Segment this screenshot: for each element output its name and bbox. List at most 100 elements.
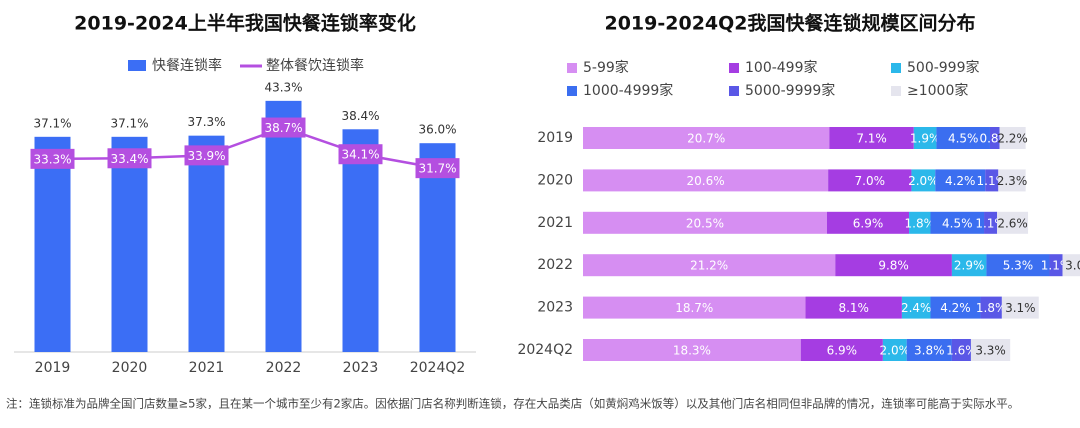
y-tick-label: 2021 <box>537 215 573 231</box>
legend-swatch <box>729 86 739 96</box>
value-label: 2.0% <box>880 344 911 358</box>
value-label: 2.6% <box>997 216 1028 230</box>
legend-swatch <box>128 60 146 71</box>
bar-segment <box>951 339 971 361</box>
bar-segment <box>901 296 931 319</box>
value-label: 33.3% <box>33 152 71 166</box>
value-label: 9.8% <box>878 259 909 273</box>
x-tick-label: 2024Q2 <box>410 360 466 376</box>
value-label: 2.2% <box>997 132 1028 146</box>
value-label: 21.2% <box>690 259 728 273</box>
bar-segment <box>583 339 801 361</box>
value-label: 4.2% <box>940 301 971 315</box>
legend-swatch <box>567 86 577 96</box>
bar-segment <box>980 296 1002 319</box>
bar-segment <box>835 254 952 277</box>
bar-segment <box>583 211 827 234</box>
value-label: 3.3% <box>975 344 1006 358</box>
bar <box>34 136 71 352</box>
legend-swatch <box>891 63 901 73</box>
value-label: 20.5% <box>686 216 724 230</box>
value-label: 4.5% <box>942 216 973 230</box>
legend-swatch <box>891 86 901 96</box>
value-label-box <box>30 148 75 169</box>
value-label: 18.3% <box>673 344 711 358</box>
bar-segment <box>930 211 985 234</box>
value-label: 31.7% <box>418 162 456 176</box>
bar-segment <box>970 339 1011 361</box>
value-label: 4.2% <box>945 174 976 188</box>
bar-segment <box>1049 254 1063 277</box>
value-label: 6.9% <box>827 344 858 358</box>
y-tick-label: 2019 <box>537 130 573 146</box>
bar-segment <box>829 127 914 149</box>
bar-segment <box>583 296 806 319</box>
value-label: 2.0% <box>908 174 939 188</box>
legend-label: 100-499家 <box>745 59 818 76</box>
value-label: 7.0% <box>855 174 886 188</box>
bar-segment <box>583 127 830 149</box>
legend-swatch <box>729 63 739 73</box>
value-label: 2.3% <box>997 174 1028 188</box>
value-label: 1.8% <box>976 301 1007 315</box>
value-label: 38.7% <box>264 121 302 135</box>
value-label: 37.1% <box>110 116 148 130</box>
x-tick-label: 2023 <box>343 360 379 376</box>
bar-segment <box>936 127 990 149</box>
chart-title: 2019-2024上半年我国快餐连锁率变化 <box>74 12 416 35</box>
y-tick-label: 2024Q2 <box>517 342 573 358</box>
y-tick-label: 2023 <box>537 300 573 316</box>
value-label-box <box>261 117 306 138</box>
bar-segment <box>930 296 981 319</box>
legend-label: 5000-9999家 <box>745 82 835 99</box>
value-label: 20.6% <box>687 174 725 188</box>
bar-segment <box>828 169 912 192</box>
value-label: 33.9% <box>187 149 225 163</box>
y-tick-label: 2022 <box>537 257 573 273</box>
bar-segment <box>583 254 836 277</box>
bar <box>265 100 302 352</box>
value-label: 1.8% <box>905 216 936 230</box>
bar <box>188 135 225 352</box>
bar <box>111 136 148 352</box>
legend-label: 1000-4999家 <box>583 82 673 99</box>
bar-segment <box>998 169 1026 192</box>
bar-segment <box>909 211 931 234</box>
y-tick-label: 2020 <box>537 172 573 188</box>
legend-label: 5-99家 <box>583 59 629 76</box>
legend-label: ≥1000家 <box>907 82 968 99</box>
value-label: 4.5% <box>948 132 979 146</box>
bar-segment <box>906 339 952 361</box>
value-label: 8.1% <box>838 301 869 315</box>
value-label: 33.4% <box>110 152 148 166</box>
x-tick-label: 2022 <box>266 360 302 376</box>
value-label: 6.9% <box>853 216 884 230</box>
bar-segment <box>583 169 829 192</box>
value-label: 34.1% <box>341 148 379 162</box>
value-label: 3.8% <box>914 344 945 358</box>
bar-segment <box>805 296 902 319</box>
x-tick-label: 2021 <box>189 360 225 376</box>
value-label: 3.1% <box>1005 301 1036 315</box>
x-tick-label: 2019 <box>35 360 71 376</box>
value-label: 2.9% <box>954 259 985 273</box>
value-label: 36.0% <box>418 123 456 137</box>
legend-label: 快餐连锁率 <box>152 57 222 74</box>
value-label: 7.1% <box>856 132 887 146</box>
bar-segment <box>997 211 1029 234</box>
legend-label: 整体餐饮连锁率 <box>266 57 364 74</box>
bar-segment <box>989 127 1000 149</box>
value-label: 5.3% <box>1003 259 1034 273</box>
bar-segment <box>935 169 986 192</box>
bar-segment <box>1062 254 1080 277</box>
bar-segment <box>882 339 907 361</box>
bar-segment <box>951 254 987 277</box>
bar-segment <box>999 127 1026 149</box>
value-label: 3.0% <box>1065 259 1080 273</box>
bar-segment <box>913 127 937 149</box>
bar-segment <box>986 254 1050 277</box>
value-label: 1.9% <box>910 132 941 146</box>
bar <box>342 129 379 352</box>
value-label-box <box>415 158 460 179</box>
